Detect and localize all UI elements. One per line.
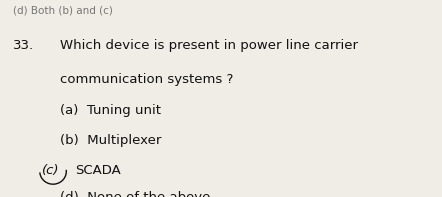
Text: 33.: 33. — [13, 39, 34, 52]
Text: (a)  Tuning unit: (a) Tuning unit — [60, 104, 161, 117]
Text: Which device is present in power line carrier: Which device is present in power line ca… — [60, 39, 358, 52]
Text: SCADA: SCADA — [75, 164, 121, 177]
Text: communication systems ?: communication systems ? — [60, 73, 233, 86]
Text: (d)  None of the above: (d) None of the above — [60, 191, 210, 197]
Text: (d) Both (b) and (c): (d) Both (b) and (c) — [13, 6, 113, 16]
Text: (b)  Multiplexer: (b) Multiplexer — [60, 134, 161, 147]
Text: (c): (c) — [42, 164, 60, 177]
